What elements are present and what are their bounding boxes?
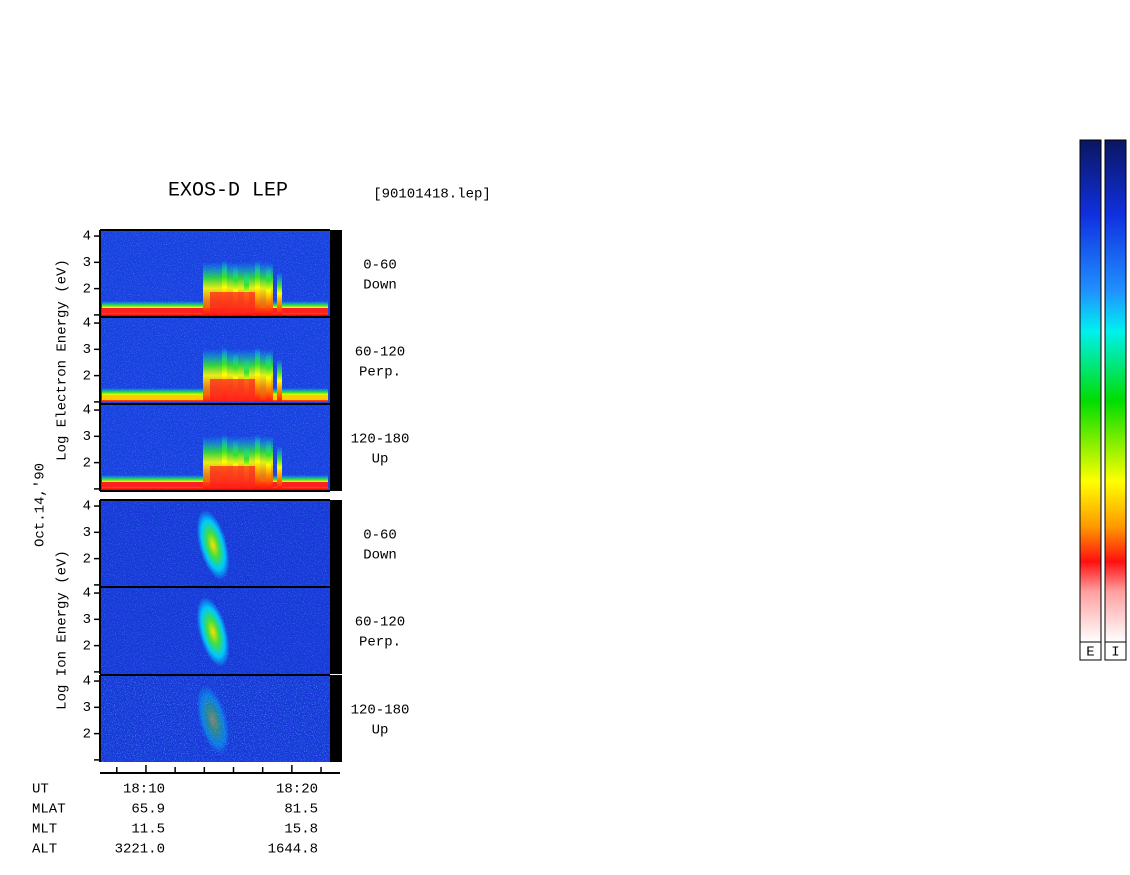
- ion-blob: [196, 597, 230, 667]
- row-value: 1644.8: [268, 842, 318, 858]
- row-value: 11.5: [131, 822, 165, 838]
- ion-axis-label: Log Ion Energy (eV): [55, 550, 71, 710]
- event-core: [210, 292, 255, 314]
- title: EXOS-D LEP: [168, 179, 288, 202]
- colorbar-label-box: [1104, 641, 1127, 661]
- colorbar-label: E: [1086, 645, 1094, 661]
- event-spike: [255, 347, 260, 402]
- y-tick-label: 2: [83, 368, 91, 384]
- pitch-angle: 60-120: [355, 615, 405, 631]
- direction: Down: [363, 278, 397, 294]
- event-spike: [277, 359, 282, 402]
- colorbar-label: I: [1111, 645, 1119, 661]
- event-spike: [233, 353, 238, 402]
- event-spike: [222, 260, 227, 315]
- y-tick-label: 4: [83, 499, 91, 515]
- row-value: 18:10: [123, 782, 165, 798]
- event-spike: [255, 434, 260, 489]
- event-core: [210, 379, 255, 401]
- pitch-angle: 0-60: [363, 258, 397, 274]
- y-tick-label: 3: [83, 429, 91, 445]
- event-spike: [266, 266, 271, 315]
- direction: Perp.: [359, 365, 401, 381]
- y-tick-label: 2: [83, 455, 91, 471]
- row-value: 3221.0: [115, 842, 165, 858]
- ion-blob: [196, 685, 230, 755]
- black-bar: [330, 317, 342, 404]
- colorbar: [1104, 139, 1127, 643]
- row-label: MLAT: [32, 802, 66, 818]
- black-bar: [330, 404, 342, 491]
- pitch-angle: 120-180: [351, 432, 410, 448]
- pitch-angle: 60-120: [355, 345, 405, 361]
- black-bar: [330, 675, 342, 762]
- y-tick-label: 2: [83, 726, 91, 742]
- y-tick-label: 3: [83, 342, 91, 358]
- direction: Perp.: [359, 635, 401, 651]
- event-spike: [277, 272, 282, 315]
- pitch-angle: 120-180: [351, 703, 410, 719]
- row-value: 65.9: [131, 802, 165, 818]
- colorbar: [1079, 139, 1102, 643]
- direction: Down: [363, 548, 397, 564]
- pitch-angle: 0-60: [363, 528, 397, 544]
- black-bar: [330, 230, 342, 317]
- y-tick-label: 4: [83, 316, 91, 332]
- direction: Up: [372, 452, 389, 468]
- row-label: MLT: [32, 822, 57, 838]
- row-value: 18:20: [276, 782, 318, 798]
- row-label: UT: [32, 782, 49, 798]
- row-value: 81.5: [284, 802, 318, 818]
- date-label: Oct.14,'90: [33, 463, 49, 547]
- y-tick-label: 3: [83, 525, 91, 541]
- y-tick-label: 2: [83, 551, 91, 567]
- electron-axis-label: Log Electron Energy (eV): [55, 259, 71, 461]
- file-name: [90101418.lep]: [373, 187, 491, 203]
- event-spike: [266, 440, 271, 489]
- event-spike: [222, 434, 227, 489]
- event-core: [210, 466, 255, 488]
- y-tick-label: 4: [83, 674, 91, 690]
- row-label: ALT: [32, 842, 57, 858]
- event-spike: [233, 266, 238, 315]
- y-tick-label: 4: [83, 229, 91, 245]
- y-tick-label: 3: [83, 700, 91, 716]
- y-tick-label: 4: [83, 586, 91, 602]
- y-tick-label: 3: [83, 255, 91, 271]
- event-spike: [255, 260, 260, 315]
- event-spike: [277, 446, 282, 489]
- colorbar-label-box: [1079, 641, 1102, 661]
- row-value: 15.8: [284, 822, 318, 838]
- y-tick-label: 2: [83, 638, 91, 654]
- y-tick-label: 4: [83, 403, 91, 419]
- event-spike: [266, 353, 271, 402]
- black-bar: [330, 587, 342, 674]
- direction: Up: [372, 723, 389, 739]
- black-bar: [330, 500, 342, 587]
- y-tick-label: 3: [83, 612, 91, 628]
- y-tick-label: 2: [83, 281, 91, 297]
- event-spike: [233, 440, 238, 489]
- event-spike: [222, 347, 227, 402]
- ion-blob: [196, 510, 230, 580]
